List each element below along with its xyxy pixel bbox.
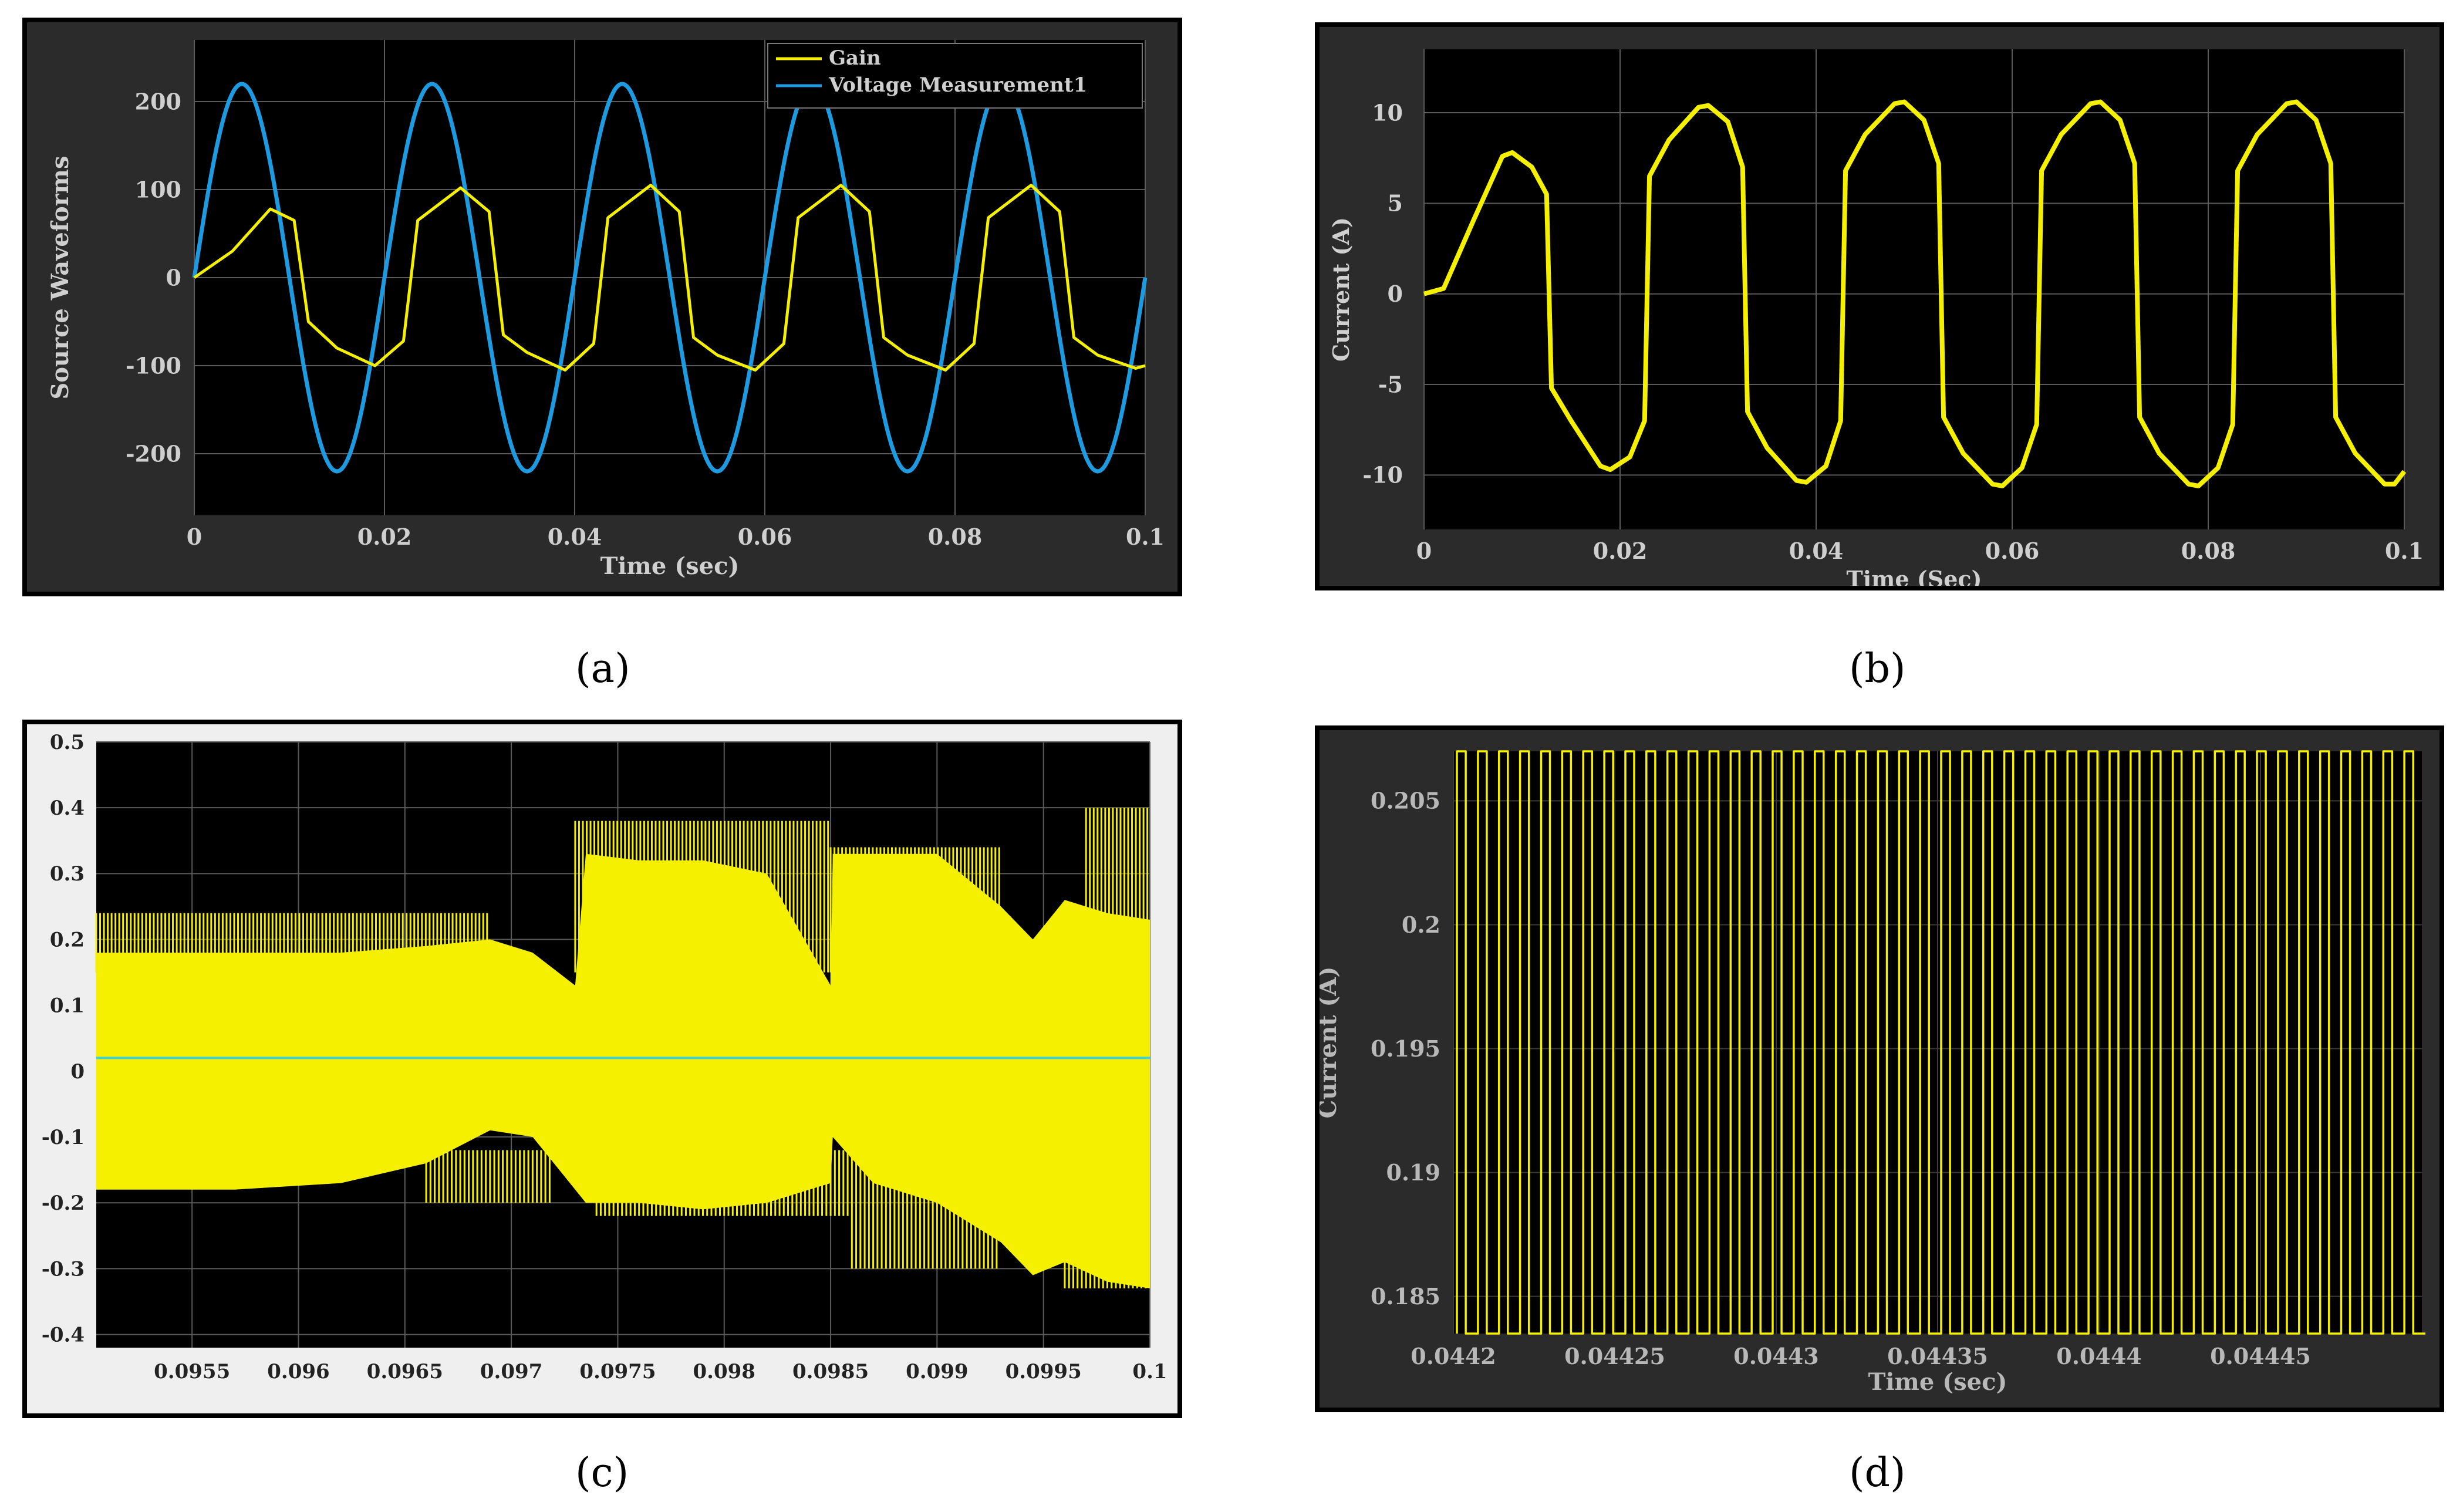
x-tick-label: 0.04	[548, 524, 602, 550]
y-tick-label: 100	[135, 176, 181, 203]
x-tick-label: 0.06	[1985, 538, 2040, 564]
y-axis-label: Current (A)	[1320, 967, 1342, 1119]
chart-panel-a: 0 0.02 0.04 0.06 0.08 0.1 -200 -100 0 100 200 Time …	[22, 18, 1182, 596]
y-axis-label: Current (A)	[1328, 217, 1354, 362]
x-tick-label: 0.06	[738, 524, 792, 550]
y-tick-label: 0.19	[1386, 1159, 1440, 1186]
caption-d: (d)	[1849, 1450, 1906, 1496]
y-tick-label: 0.3	[50, 862, 85, 886]
caption-c: (c)	[575, 1450, 629, 1496]
x-tick-label: 0.08	[2181, 538, 2236, 564]
chart-panel-c: 0.0955 0.096 0.0965 0.097 0.0975 0.098 0.0985 0…	[22, 720, 1182, 1418]
y-tick-label: 5	[1388, 190, 1403, 217]
x-tick-label: 0.08	[928, 524, 983, 550]
series-current	[1423, 99, 2407, 488]
x-tick-label: 0.0985	[792, 1360, 869, 1383]
y-tick-label: 0.4	[50, 797, 85, 820]
y-tick-label: 0	[1388, 281, 1403, 307]
caption-a: (a)	[575, 646, 630, 692]
switching-spikes	[95, 808, 1149, 1289]
x-tick-label: 0	[187, 524, 202, 550]
x-tick-label: 0	[1416, 538, 1432, 564]
y-tick-label: 0.2	[1402, 912, 1440, 938]
y-tick-label: 0.1	[50, 994, 85, 1018]
x-tick-label: 0.02	[1593, 538, 1648, 564]
legend-label: Voltage Measurement1	[828, 73, 1087, 97]
y-tick-label: 0.5	[50, 731, 85, 754]
y-tick-label: 200	[135, 88, 181, 114]
legend: Gain Voltage Measurement1	[767, 43, 1143, 109]
chart-panel-b: 0 0.02 0.04 0.06 0.08 0.1 -10 -5 0 5 10 Time (Sec) C…	[1315, 22, 2444, 590]
chart-c-svg: 0.0955 0.096 0.0965 0.097 0.0975 0.098 0.0985 0…	[42, 731, 1168, 1383]
y-tick-label: -200	[126, 440, 181, 467]
legend-box	[767, 43, 1143, 109]
x-axis-label: Time (sec)	[1868, 1368, 2007, 1396]
x-tick-label: 0.099	[906, 1360, 968, 1383]
x-tick-label: 0.04435	[1887, 1343, 1988, 1369]
y-tick-label: 0.205	[1371, 788, 1440, 814]
chart-b-svg: 0 0.02 0.04 0.06 0.08 0.1 -10 -5 0 5 10 Time (Sec) C…	[1328, 49, 2424, 586]
x-tick-label: 0.1	[1126, 524, 1165, 550]
x-tick-label: 0.0955	[154, 1360, 230, 1383]
x-tick-label: 0.04445	[2210, 1343, 2311, 1369]
y-tick-label: -0.2	[42, 1192, 85, 1215]
series-voltage-measurement1	[192, 82, 1148, 474]
y-tick-label: -10	[1362, 462, 1403, 488]
x-tick-label: 0.0442	[1411, 1343, 1496, 1369]
y-tick-label: -0.3	[42, 1257, 85, 1281]
legend-label: Gain	[829, 46, 881, 70]
chart-panel-d: 0.0442 0.04425 0.0443 0.04435 0.0444 0.04445 0…	[1315, 725, 2444, 1412]
series-gain	[193, 184, 1146, 372]
x-axis-label: Time (Sec)	[1846, 566, 1982, 586]
chart-d-svg: 0.0442 0.04425 0.0443 0.04435 0.0444 0.04445 0…	[1320, 750, 2425, 1396]
x-tick-label: 0.0995	[1006, 1360, 1082, 1383]
x-tick-label: 0.098	[693, 1360, 755, 1383]
y-tick-label: 0	[166, 264, 181, 291]
caption-b: (b)	[1849, 646, 1906, 692]
x-tick-label: 0.04	[1789, 538, 1844, 564]
x-tick-label: 0.02	[357, 524, 412, 550]
x-tick-label: 0.1	[2385, 538, 2424, 564]
x-tick-label: 0.0443	[1733, 1343, 1818, 1369]
series-current-square	[1456, 750, 2425, 1335]
chart-a-svg: 0 0.02 0.04 0.06 0.08 0.1 -200 -100 0 100 200 Time …	[46, 40, 1165, 580]
y-tick-label: 0	[70, 1060, 85, 1084]
x-tick-label: 0.0444	[2056, 1343, 2141, 1369]
y-tick-label: -0.4	[42, 1323, 85, 1346]
x-tick-label: 0.0975	[579, 1360, 656, 1383]
x-tick-label: 0.096	[267, 1360, 329, 1383]
y-tick-label: 0.2	[50, 928, 85, 951]
x-tick-label: 0.04425	[1564, 1343, 1665, 1369]
y-tick-label: -0.1	[42, 1126, 85, 1149]
x-tick-label: 0.1	[1132, 1360, 1167, 1383]
y-tick-label: 0.195	[1371, 1035, 1440, 1062]
y-tick-label: 0.185	[1371, 1283, 1440, 1310]
y-axis-label: Source Waveforms	[46, 156, 74, 399]
y-tick-label: -5	[1378, 371, 1403, 397]
y-tick-label: 10	[1372, 99, 1403, 126]
plot-area-b	[1424, 49, 2404, 529]
x-tick-label: 0.0965	[367, 1360, 443, 1383]
y-tick-label: -100	[126, 352, 181, 379]
x-tick-label: 0.097	[480, 1360, 542, 1383]
x-axis-label: Time (sec)	[600, 552, 740, 580]
